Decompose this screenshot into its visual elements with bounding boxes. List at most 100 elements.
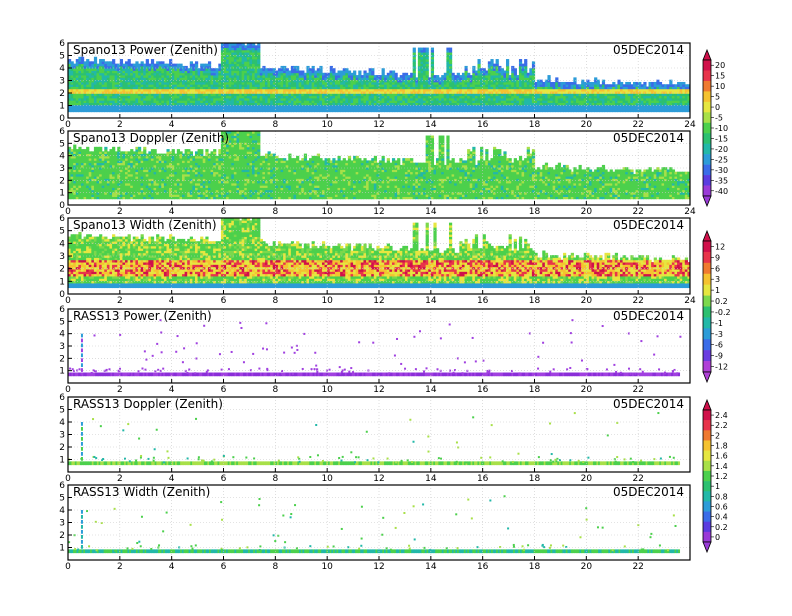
echo-cell	[413, 73, 416, 76]
echo-cell	[413, 75, 416, 78]
echo-cell	[452, 73, 455, 76]
echo-cell	[496, 59, 499, 62]
echo-cell	[104, 147, 107, 150]
echo-cell	[382, 68, 385, 71]
echo-cell	[597, 82, 600, 85]
echo-cell	[363, 71, 366, 74]
y-tick-label: 3	[59, 77, 65, 87]
echo-cell	[257, 61, 260, 64]
echo-cell	[426, 50, 429, 53]
echo-cell	[190, 61, 193, 64]
echo-cell	[477, 64, 480, 67]
echo-cell	[86, 59, 89, 62]
y-tick-label: 4	[59, 64, 65, 74]
echo-cell	[426, 64, 429, 67]
echo-cell	[477, 61, 480, 64]
echo-cell	[120, 59, 123, 62]
echo-cell	[426, 59, 429, 62]
echo-cell	[643, 82, 646, 85]
echo-cell	[449, 57, 452, 60]
echo-cell	[449, 61, 452, 64]
echo-cell	[573, 80, 576, 83]
echo-cell	[413, 61, 416, 64]
echo-cell	[128, 61, 131, 64]
echo-cell	[431, 61, 434, 64]
echo-cell	[195, 64, 198, 67]
echo-cell	[514, 68, 517, 71]
echo-cell	[146, 61, 149, 64]
y-tick-label: 1	[59, 102, 65, 112]
echo-cell	[602, 82, 605, 85]
y-tick-label: 5	[59, 52, 65, 62]
echo-cell	[547, 80, 550, 83]
echo-cell	[358, 73, 361, 76]
x-tick-label: 0	[65, 120, 71, 130]
echo-cell	[449, 54, 452, 57]
x-tick-label: 16	[477, 120, 489, 130]
echo-cell	[547, 75, 550, 78]
echo-cell	[682, 82, 685, 85]
echo-cell	[81, 57, 84, 60]
echo-cell	[413, 59, 416, 62]
echo-cell	[257, 45, 260, 48]
echo-cell	[257, 64, 260, 67]
echo-cell	[501, 68, 504, 71]
echo-cell	[617, 80, 620, 83]
echo-cell	[506, 64, 509, 67]
echo-cell	[612, 82, 615, 85]
echo-cell	[99, 147, 102, 150]
echo-cell	[524, 61, 527, 64]
echo-cell	[348, 71, 351, 74]
echo-cell	[483, 68, 486, 71]
echo-cell	[426, 52, 429, 55]
echo-cell	[457, 73, 460, 76]
echo-cell	[257, 52, 260, 55]
x-tick-label: 10	[321, 120, 333, 130]
echo-cell	[628, 82, 631, 85]
echo-cell	[669, 82, 672, 85]
echo-cell	[524, 64, 527, 67]
echo-cell	[524, 59, 527, 62]
echo-cell	[555, 77, 558, 80]
echo-cell	[602, 80, 605, 83]
echo-cell	[465, 68, 468, 71]
echo-cell	[638, 82, 641, 85]
y-tick-label: 0	[59, 114, 65, 124]
echo-cell	[371, 68, 374, 71]
echo-cell	[573, 82, 576, 85]
echo-cell	[519, 61, 522, 64]
echo-cell	[358, 71, 361, 74]
echo-cell	[477, 59, 480, 62]
echo-cell	[319, 71, 322, 74]
echo-cell	[86, 147, 89, 150]
echo-cell	[426, 75, 429, 78]
echo-cell	[449, 71, 452, 74]
echo-cell	[413, 50, 416, 53]
echo-cell	[436, 75, 439, 78]
echo-cell	[586, 80, 589, 83]
echo-cell	[496, 61, 499, 64]
echo-cell	[345, 68, 348, 71]
echo-cell	[112, 147, 115, 150]
echo-cell	[319, 68, 322, 71]
echo-cell	[449, 50, 452, 53]
echo-cell	[594, 77, 597, 80]
echo-cell	[208, 64, 211, 67]
echo-cell	[161, 61, 164, 64]
echo-cell	[112, 61, 115, 64]
echo-cell	[431, 57, 434, 60]
x-tick-label: 12	[373, 120, 384, 130]
echo-cell	[286, 68, 289, 71]
echo-cell	[112, 59, 115, 62]
echo-cell	[392, 71, 395, 74]
echo-cell	[102, 59, 105, 62]
x-tick-label: 22	[632, 120, 643, 130]
echo-cell	[195, 61, 198, 64]
echo-cell	[413, 68, 416, 71]
x-tick-label: 8	[272, 120, 278, 130]
echo-cell	[506, 61, 509, 64]
echo-cell	[151, 61, 154, 64]
echo-cell	[490, 61, 493, 64]
